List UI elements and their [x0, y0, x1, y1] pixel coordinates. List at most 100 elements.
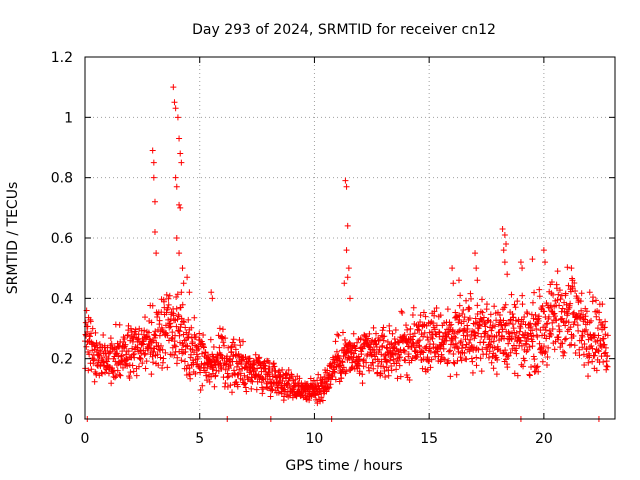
data-point: [458, 345, 465, 352]
data-point: [324, 367, 331, 374]
data-point: [562, 290, 569, 297]
data-point: [89, 325, 96, 332]
grid-lines: [85, 57, 615, 419]
data-point: [249, 378, 256, 385]
data-point: [212, 372, 219, 379]
data-point: [380, 324, 387, 331]
data-point: [174, 316, 181, 323]
data-point: [420, 333, 427, 340]
data-point: [100, 331, 107, 338]
data-point: [475, 330, 482, 337]
data-point: [189, 338, 196, 345]
data-point: [425, 337, 432, 344]
data-point: [596, 309, 603, 316]
data-point: [183, 365, 190, 372]
data-point: [519, 301, 526, 308]
data-point: [542, 324, 549, 331]
data-point: [360, 363, 367, 370]
data-point: [501, 231, 508, 238]
data-point: [336, 355, 343, 362]
data-point: [479, 309, 486, 316]
data-point: [595, 332, 602, 339]
data-point: [344, 222, 351, 229]
data-point: [331, 369, 338, 376]
data-point: [180, 318, 187, 325]
data-point: [231, 341, 238, 348]
data-point: [161, 298, 168, 305]
data-point: [508, 291, 515, 298]
data-point: [383, 344, 390, 351]
data-point: [122, 341, 129, 348]
data-point: [536, 313, 543, 320]
data-point: [343, 368, 350, 375]
data-point: [230, 336, 237, 343]
data-point: [194, 353, 201, 360]
data-point: [436, 329, 443, 336]
data-point: [263, 384, 270, 391]
data-point: [416, 343, 423, 350]
data-point: [188, 334, 195, 341]
data-point: [440, 345, 447, 352]
data-point: [541, 350, 548, 357]
data-point: [228, 343, 235, 350]
data-point: [467, 290, 474, 297]
data-point: [218, 365, 225, 372]
data-point: [292, 376, 299, 383]
y-tick-label: 0: [64, 412, 73, 428]
data-point: [457, 292, 464, 299]
data-point: [256, 354, 263, 361]
data-point: [507, 349, 514, 356]
data-point: [389, 349, 396, 356]
data-point: [508, 335, 515, 342]
x-axis-label: GPS time / hours: [285, 458, 402, 474]
data-point: [331, 359, 338, 366]
data-point: [502, 301, 509, 308]
data-point: [184, 274, 191, 281]
data-point: [422, 313, 429, 320]
data-point: [219, 326, 226, 333]
data-point: [381, 333, 388, 340]
data-point: [176, 201, 183, 208]
data-point: [121, 336, 128, 343]
data-point: [260, 386, 267, 393]
data-point: [542, 348, 549, 355]
data-point: [176, 135, 183, 142]
data-point: [561, 336, 568, 343]
data-point: [343, 183, 350, 190]
data-point: [575, 327, 582, 334]
data-point: [491, 323, 498, 330]
data-point: [514, 372, 521, 379]
data-point: [108, 380, 115, 387]
data-point: [589, 358, 596, 365]
data-point: [197, 387, 204, 394]
data-point: [438, 351, 445, 358]
data-point: [385, 372, 392, 379]
data-point: [335, 332, 342, 339]
data-point: [465, 304, 472, 311]
data-point: [446, 322, 453, 329]
data-point: [246, 355, 253, 362]
data-point: [532, 312, 539, 319]
data-point: [441, 356, 448, 363]
data-point: [496, 329, 503, 336]
data-point: [228, 348, 235, 355]
data-point: [550, 291, 557, 298]
data-point: [420, 309, 427, 316]
data-point: [517, 259, 524, 266]
data-point: [556, 287, 563, 294]
data-point: [93, 339, 100, 346]
data-point: [416, 337, 423, 344]
data-point: [476, 322, 483, 329]
data-point: [447, 373, 454, 380]
data-point: [555, 291, 562, 298]
data-point: [589, 345, 596, 352]
data-point: [474, 277, 481, 284]
data-point: [376, 336, 383, 343]
data-point: [243, 388, 250, 395]
data-point: [315, 371, 322, 378]
data-point: [108, 340, 115, 347]
data-point: [423, 343, 430, 350]
data-point: [579, 344, 586, 351]
data-point: [585, 359, 592, 366]
